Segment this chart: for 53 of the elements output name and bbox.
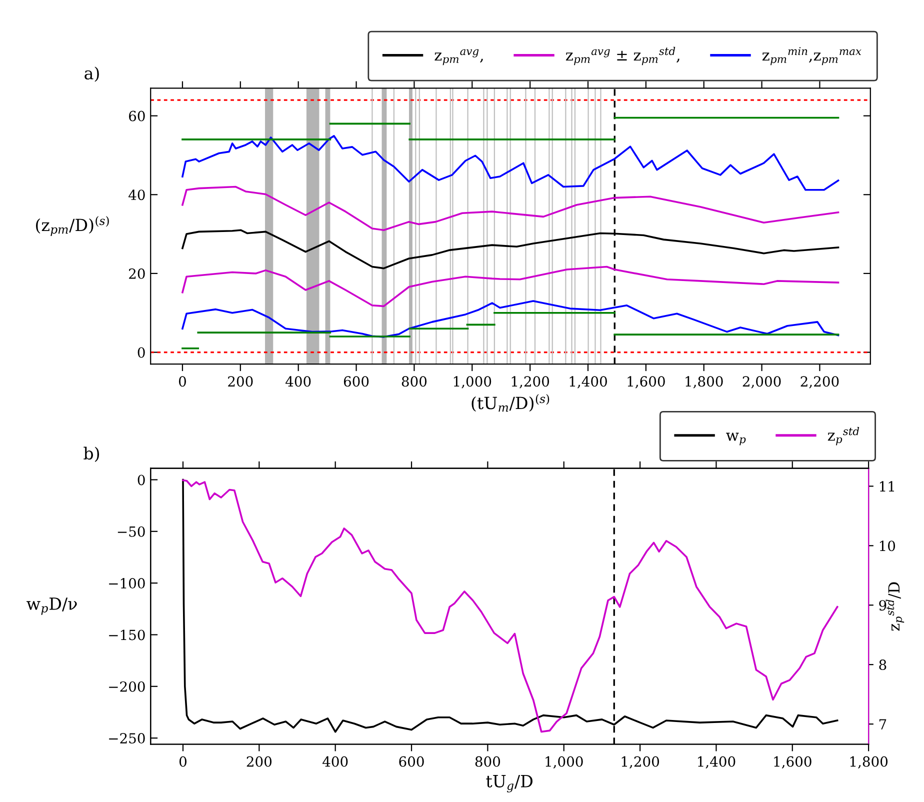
y-tick-label: −50 <box>118 526 145 537</box>
x-tick-label: 1,800 <box>686 376 723 388</box>
x-tick-label: 600 <box>344 376 369 387</box>
x-tick-label: 800 <box>475 756 500 767</box>
y-tick-label: −250 <box>109 733 145 744</box>
y2-tick-label: 7 <box>879 719 886 730</box>
legend-label: z$_{p}$$^{std}$ <box>828 426 860 446</box>
x-axis-title: (tU$_{m}$/D)$^{(s)}$ <box>472 394 550 412</box>
legend-label: z$_{pm}$$^{min}$,z$_{pm}$$^{max}$ <box>762 47 862 66</box>
text: b) <box>84 446 100 462</box>
y-tick-label: 60 <box>129 110 145 122</box>
line-series <box>182 266 840 308</box>
x-tick-label: 1,600 <box>628 376 665 388</box>
x-tick-label: 0 <box>179 756 186 767</box>
x-tick-label: 200 <box>228 376 253 387</box>
y2-axis-title: z$_{p}$$^{std}$/D <box>886 582 904 631</box>
x-tick-label: 1,200 <box>622 756 659 769</box>
x-tick-label: 0 <box>178 376 186 387</box>
x-tick-label: 800 <box>402 376 427 387</box>
x-tick-label: 1,600 <box>774 756 812 769</box>
x-tick-label: 1,400 <box>698 756 736 769</box>
y2-tick-label: 8 <box>879 660 886 670</box>
line-series <box>182 135 840 191</box>
x-tick-label: 2,000 <box>742 376 781 388</box>
y-tick-label: 0 <box>138 474 145 486</box>
x-axis-title: tU$_{g}$/D <box>486 775 532 792</box>
y-axis-title: (z$_{pm}$/D)$^{(s)}$ <box>36 216 109 236</box>
y-tick-label: 20 <box>129 268 145 279</box>
y-axis-title: w$_{p}$D/ν <box>26 598 77 615</box>
x-tick-label: 400 <box>322 756 348 767</box>
legend-label: z$_{pm}$$^{avg}$ ± z$_{pm}$$^{std}$, <box>566 46 680 66</box>
x-tick-label: 1,200 <box>512 376 550 388</box>
x-tick-label: 1,000 <box>454 376 492 388</box>
x-tick-label: 1,400 <box>570 376 607 388</box>
y2-tick-label: 9 <box>879 600 886 611</box>
y-tick-label: −200 <box>109 681 145 692</box>
y-tick-label: 0 <box>138 347 145 358</box>
x-tick-label: 2,200 <box>800 376 839 388</box>
x-tick-label: 1,800 <box>850 756 888 769</box>
y-tick-label: 40 <box>128 190 145 200</box>
legend-label: w$_{p}$ <box>726 432 746 446</box>
x-tick-label: 200 <box>246 756 272 767</box>
y2-tick-label: 11 <box>880 481 894 492</box>
line-series <box>182 300 840 338</box>
x-tick-label: 1,000 <box>546 756 583 769</box>
x-tick-label: 600 <box>399 756 424 767</box>
x-tick-label: 400 <box>286 376 311 387</box>
text: a) <box>84 66 99 82</box>
legend-label: z$_{pm}$$^{avg}$, <box>434 49 483 66</box>
y2-tick-label: 10 <box>880 540 896 552</box>
y-tick-label: −100 <box>109 578 145 589</box>
y-tick-label: −150 <box>109 630 145 640</box>
line-series <box>182 186 840 232</box>
